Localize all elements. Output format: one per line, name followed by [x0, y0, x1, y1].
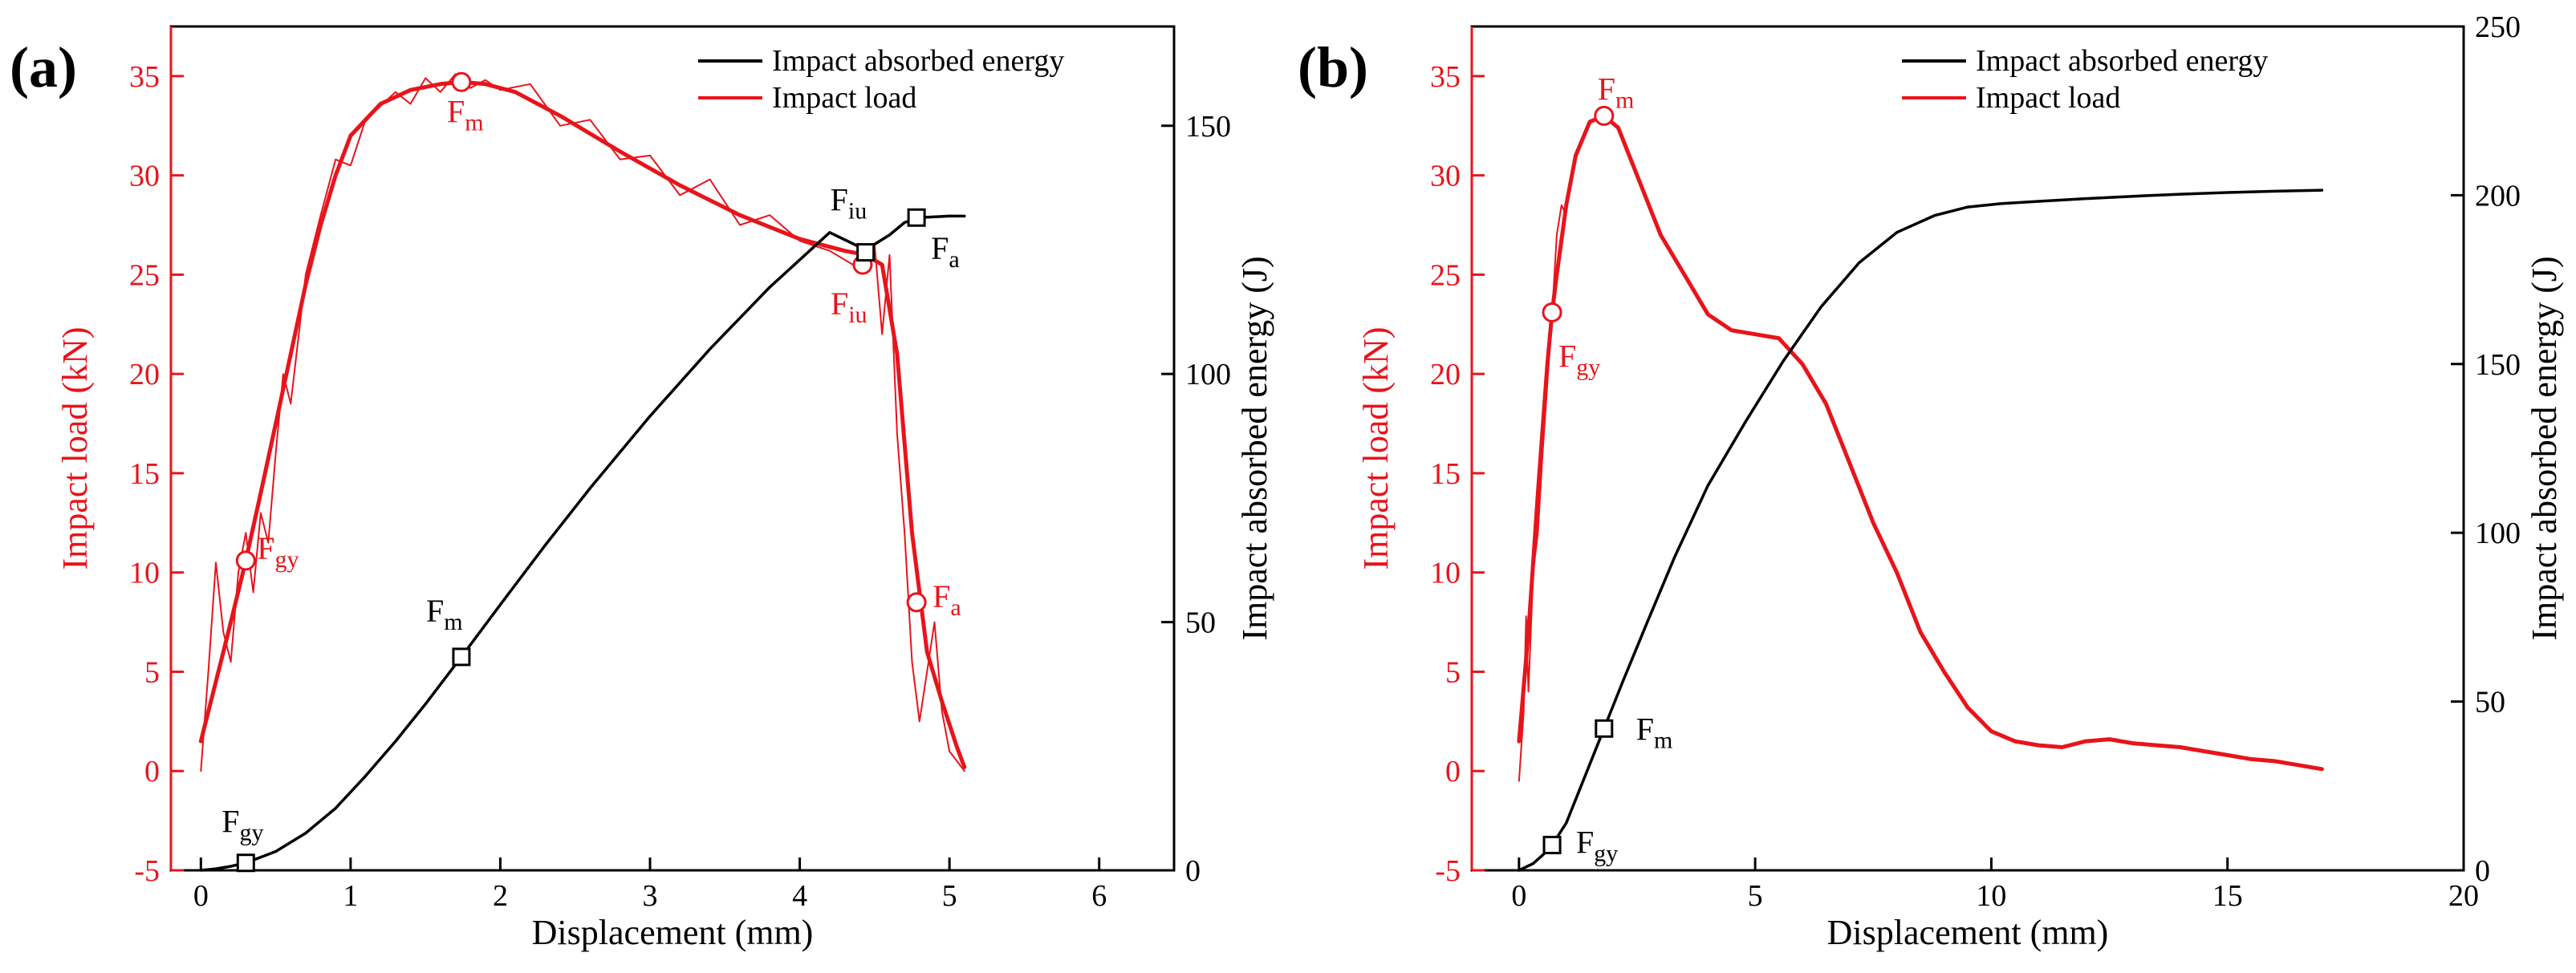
annotation-fgy: Fgy — [1558, 338, 1600, 380]
y-left-tick-label: 5 — [1445, 655, 1461, 689]
y-left-tick-label: 20 — [129, 358, 160, 391]
y-left-tick-label: 0 — [1445, 755, 1461, 789]
y-right-tick-label: 250 — [2475, 10, 2521, 44]
y-right-tick-label: 150 — [2475, 348, 2521, 382]
legend-label-load: Impact load — [1976, 81, 2120, 115]
y-right-axis-title: Impact absorbed energy (J) — [2525, 256, 2564, 640]
legend-label-load: Impact load — [772, 81, 916, 115]
marker-circle-fgy — [1542, 302, 1562, 322]
annotation-fm: Fm — [1598, 71, 1635, 113]
y-left-tick-label: 5 — [144, 655, 160, 689]
marker-square-fiu — [856, 243, 876, 262]
y-right-tick-label: 50 — [1185, 606, 1216, 640]
y-right-tick-label: 50 — [2475, 686, 2505, 720]
series-line-impact-load — [198, 79, 967, 769]
marker-square-fgy — [1542, 835, 1562, 854]
y-left-tick-label: -5 — [134, 854, 160, 888]
y-right-axis-title: Impact absorbed energy (J) — [1235, 256, 1274, 640]
annotation-fgy: Fgy — [221, 804, 263, 846]
x-tick-label: 6 — [1091, 879, 1107, 913]
y-left-tick-label: 10 — [1430, 557, 1461, 590]
y-right-tick-label: 200 — [2475, 179, 2521, 213]
y-left-axis-title: Impact load (kN) — [1356, 327, 1396, 570]
y-left-tick-label: 35 — [1430, 60, 1461, 94]
y-left-axis-title: Impact load (kN) — [55, 327, 95, 570]
plot-frame — [1470, 25, 2465, 872]
series-line-impact-absorbed-energy — [199, 214, 966, 872]
y-left-tick-label: 15 — [129, 457, 160, 491]
y-right-tick-label: 100 — [1185, 358, 1231, 391]
y-right-tick-label: 100 — [2475, 517, 2521, 550]
annotation-fgy: Fgy — [1576, 824, 1618, 866]
series-line-impact-load-raw — [200, 73, 965, 772]
marker-circle-fgy — [235, 550, 256, 571]
annotation-fgy: Fgy — [257, 530, 299, 573]
y-left-tick-label: 15 — [1430, 457, 1461, 491]
y-left-tick-label: 30 — [129, 160, 160, 193]
y-left-tick-label: 20 — [1430, 358, 1461, 391]
x-axis-title: Displacement (mm) — [1827, 913, 2109, 952]
x-tick-label: 4 — [792, 879, 807, 913]
series-line-impact-load-raw — [1518, 204, 1567, 782]
y-left-tick-label: 0 — [144, 755, 160, 789]
y-left-tick-label: -5 — [1435, 854, 1461, 888]
y-left-tick-label: 25 — [1430, 258, 1461, 292]
annotation-fm: Fm — [1636, 711, 1673, 753]
annotation-fiu: Fiu — [831, 182, 867, 225]
y-right-tick-label: 150 — [1185, 110, 1231, 144]
plot-frame — [169, 25, 1176, 872]
marker-square-fgy — [236, 853, 255, 873]
series-line-impact-load — [1517, 113, 2324, 772]
x-tick-label: 0 — [193, 879, 209, 913]
y-left-tick-label: 25 — [129, 258, 160, 292]
marker-square-fm — [1595, 719, 1614, 738]
x-tick-label: 10 — [1976, 879, 2006, 913]
panel-label: (a) — [10, 35, 77, 99]
series-line-impact-absorbed-energy — [1518, 189, 2324, 872]
y-left-tick-label: 30 — [1430, 160, 1461, 193]
panel-b-chart: (b) 0 5 10 15 20 -5 0 5 10 15 20 25 30 35 0 50 100 150 200 2… — [1298, 10, 2564, 952]
y-right-tick-label: 0 — [1185, 854, 1201, 888]
marker-square-fm — [452, 647, 471, 667]
x-tick-label: 1 — [343, 879, 358, 913]
x-tick-label: 3 — [643, 879, 658, 913]
annotation-fm: Fm — [426, 593, 463, 635]
marker-circle-fa — [906, 592, 927, 613]
y-right-tick-label: 0 — [2475, 854, 2490, 888]
marker-circle-fm — [1594, 105, 1615, 126]
legend-label-energy: Impact absorbed energy — [1976, 44, 2268, 78]
x-tick-label: 15 — [2212, 879, 2243, 913]
x-tick-label: 2 — [493, 879, 508, 913]
panel-label: (b) — [1298, 35, 1368, 99]
annotation-fiu: Fiu — [831, 286, 867, 328]
marker-square-fa — [907, 208, 926, 227]
x-tick-label: 20 — [2448, 879, 2479, 913]
panel-a-chart: (a) 0 1 2 3 4 5 6 -5 0 5 10 15 20 25 30 35 0 50 100 150 Displ… — [10, 25, 1274, 952]
y-left-tick-label: 10 — [129, 557, 160, 590]
x-tick-label: 5 — [1748, 879, 1763, 913]
y-left-tick-label: 35 — [129, 60, 160, 94]
annotation-fa: Fa — [931, 230, 960, 273]
x-tick-label: 0 — [1511, 879, 1526, 913]
annotation-fm: Fm — [447, 93, 484, 136]
x-axis-title: Displacement (mm) — [532, 913, 814, 952]
legend-label-energy: Impact absorbed energy — [772, 44, 1064, 78]
x-tick-label: 5 — [942, 879, 957, 913]
annotation-fa: Fa — [932, 578, 961, 621]
marker-circle-fm — [451, 71, 472, 92]
